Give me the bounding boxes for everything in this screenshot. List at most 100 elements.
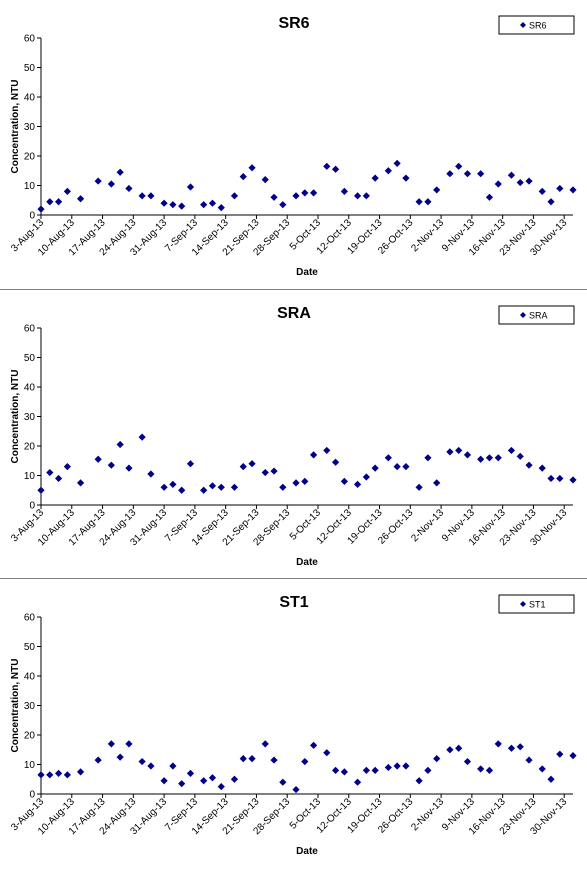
data-point — [340, 477, 348, 485]
data-point — [270, 467, 278, 475]
data-point — [208, 774, 217, 782]
data-point — [230, 775, 239, 783]
data-point — [446, 746, 454, 754]
data-point — [455, 162, 463, 170]
data-point — [46, 198, 54, 206]
data-point — [485, 766, 494, 774]
data-point — [547, 775, 555, 783]
data-point — [384, 763, 392, 772]
data-point — [301, 477, 309, 485]
y-tick-label: 10 — [24, 760, 36, 771]
data-point — [279, 483, 287, 491]
y-tick-label: 50 — [24, 353, 36, 364]
data-point — [433, 186, 441, 194]
data-point — [178, 486, 186, 494]
data-point — [477, 170, 485, 178]
legend-box — [498, 305, 575, 325]
data-point — [424, 198, 432, 206]
data-point — [46, 771, 54, 779]
data-point — [485, 454, 494, 462]
chart-panel-sr6: SR6 0 10 20 30 40 50 60 3-Aug-13 10-Aug-13 17-Aug-… — [0, 0, 587, 289]
data-point — [331, 458, 340, 466]
data-point — [463, 757, 472, 766]
data-point — [402, 762, 410, 770]
data-point — [270, 756, 278, 764]
data-point — [340, 187, 348, 195]
data-point — [63, 463, 71, 471]
y-axis-label: Concentration, NTU — [10, 659, 21, 753]
data-point — [107, 180, 115, 188]
data-point — [384, 167, 392, 175]
data-point — [569, 186, 577, 194]
legend-label: SR6 — [529, 21, 547, 31]
data-point — [116, 753, 124, 761]
data-point — [186, 769, 195, 777]
data-point — [261, 468, 269, 477]
y-tick-label: 60 — [24, 34, 36, 45]
data-point — [556, 474, 564, 483]
data-point — [415, 198, 423, 206]
data-point — [279, 201, 287, 209]
data-point — [147, 470, 155, 478]
data-point — [63, 187, 71, 195]
data-point — [301, 189, 309, 197]
data-point — [507, 171, 516, 179]
data-point — [279, 778, 287, 786]
x-axis-label: Date — [296, 267, 318, 278]
x-axis-label: Date — [296, 557, 318, 568]
data-point — [138, 192, 146, 200]
data-point — [362, 192, 370, 200]
data-point — [208, 482, 217, 490]
y-axis-label: Concentration, NTU — [10, 370, 21, 464]
data-point — [547, 474, 555, 483]
chart-sr6: SR601020304050603-Aug-1310-Aug-1317-Aug-… — [9, 15, 577, 278]
data-point — [292, 479, 300, 487]
data-point — [76, 195, 85, 203]
data-point — [507, 446, 516, 455]
data-point — [160, 777, 168, 785]
data-point — [494, 740, 502, 748]
legend-marker — [520, 312, 526, 318]
y-tick-label: 40 — [24, 93, 36, 104]
data-point — [556, 750, 564, 758]
y-tick-label: 50 — [24, 63, 36, 74]
data-point — [248, 164, 256, 172]
legend-label: SRA — [529, 311, 548, 321]
data-point — [393, 463, 401, 471]
data-point — [323, 446, 331, 455]
data-point — [331, 165, 340, 173]
data-point — [186, 183, 195, 191]
data-point — [94, 177, 102, 185]
data-point — [217, 783, 225, 791]
legend-marker — [520, 22, 526, 28]
data-point — [138, 757, 146, 766]
data-point — [54, 769, 63, 777]
data-point — [433, 479, 441, 487]
data-point — [309, 451, 318, 459]
data-point — [569, 476, 577, 484]
data-point — [371, 766, 379, 774]
panel-divider — [0, 578, 587, 579]
data-point — [200, 486, 208, 494]
data-point — [76, 768, 85, 776]
y-axis-label: Concentration, NTU — [10, 80, 21, 174]
data-point — [208, 199, 217, 207]
y-tick-label: 40 — [24, 672, 36, 683]
data-point — [569, 752, 577, 760]
data-point — [200, 201, 208, 209]
y-tick-label: 0 — [29, 501, 35, 512]
data-point — [415, 777, 423, 785]
data-point — [393, 159, 401, 167]
legend-marker — [520, 601, 526, 607]
data-point — [239, 463, 247, 471]
data-point — [433, 755, 441, 763]
chart-title: SR6 — [278, 15, 309, 32]
data-point — [230, 483, 239, 491]
data-point — [46, 468, 54, 477]
data-point — [446, 170, 454, 178]
data-point — [261, 176, 269, 184]
data-point — [331, 766, 340, 774]
data-point — [37, 771, 45, 779]
y-tick-label: 20 — [24, 731, 36, 742]
data-point — [169, 480, 177, 488]
